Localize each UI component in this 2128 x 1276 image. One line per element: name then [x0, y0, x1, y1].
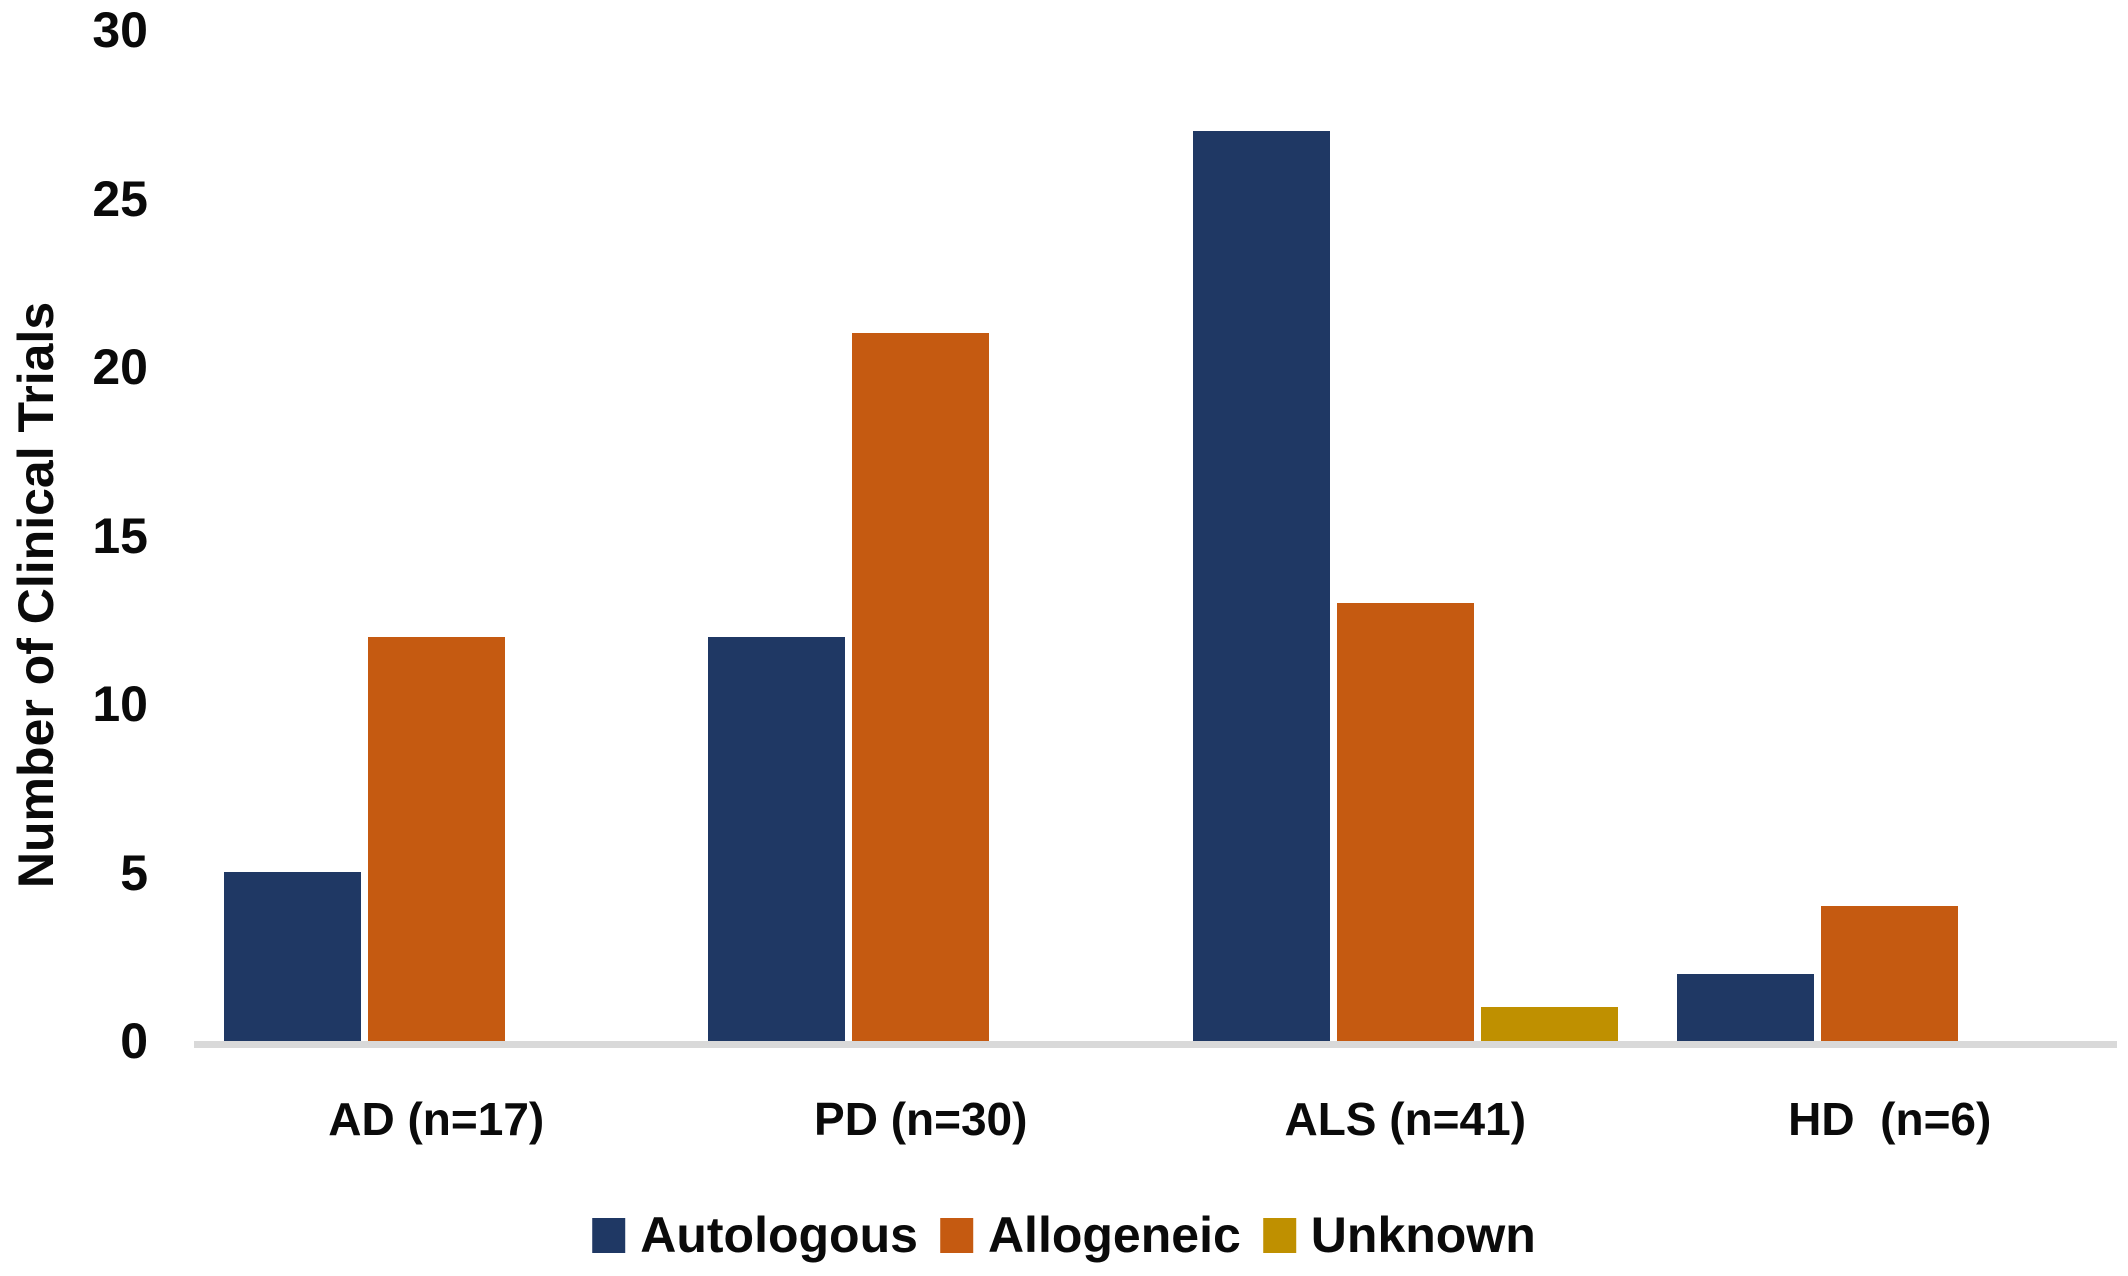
bar-allogeneic-2 [852, 333, 989, 1041]
bar-unknown-3 [1481, 1007, 1618, 1041]
y-tick-label: 5 [120, 844, 148, 901]
category-label: PD (n=30) [814, 1093, 1028, 1145]
legend-item-autologous: Autologous [592, 1206, 918, 1264]
legend-item-unknown: Unknown [1262, 1206, 1536, 1264]
legend-swatch-icon [1262, 1217, 1296, 1253]
legend-label: Autologous [640, 1207, 918, 1263]
category-label: HD (n=6) [1788, 1093, 1992, 1145]
legend-label: Allogeneic [987, 1207, 1241, 1263]
bar-autologous-1 [224, 872, 361, 1041]
y-tick-label: 10 [92, 676, 148, 732]
legend-swatch-icon [592, 1217, 626, 1253]
y-tick-label: 15 [92, 507, 148, 564]
legend: Autologous Allogeneic Unknown [592, 1206, 1536, 1264]
legend-item-allogeneic: Allogeneic [939, 1206, 1241, 1264]
bar-autologous-4 [1677, 974, 1814, 1041]
category-label: AD (n=17) [328, 1093, 545, 1145]
bar-allogeneic-3 [1337, 603, 1474, 1041]
bar-autologous-3 [1193, 131, 1330, 1041]
y-tick-label: 25 [92, 170, 148, 227]
y-tick-label: 0 [120, 1013, 148, 1069]
x-axis-line [194, 1041, 2117, 1048]
category-label: ALS (n=41) [1284, 1093, 1527, 1145]
bar-autologous-2 [708, 637, 845, 1041]
y-tick-label: 30 [92, 2, 148, 58]
legend-swatch-icon [939, 1217, 973, 1253]
bar-allogeneic-1 [368, 637, 505, 1041]
bar-allogeneic-4 [1821, 906, 1958, 1041]
y-tick-label: 20 [92, 339, 148, 395]
legend-label: Unknown [1310, 1207, 1536, 1263]
